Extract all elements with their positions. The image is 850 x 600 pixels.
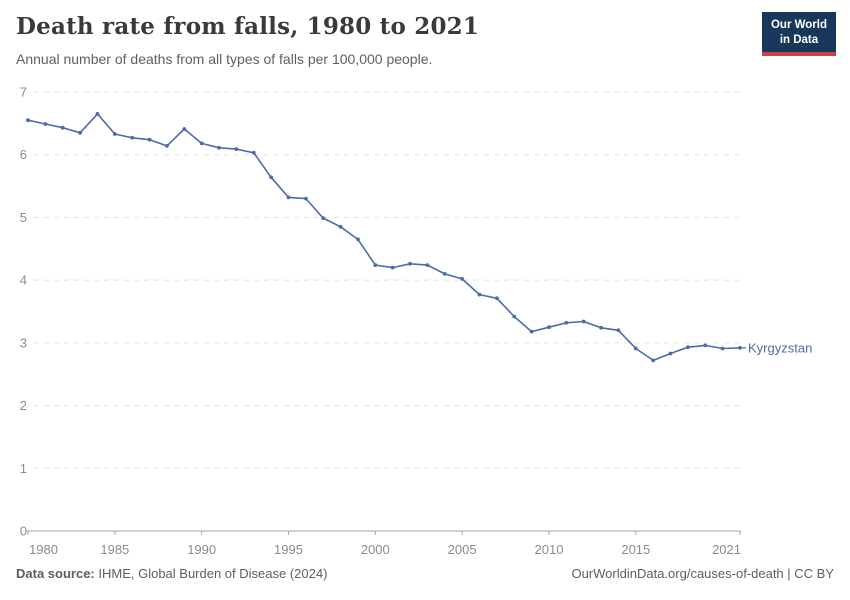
data-point-2017 — [668, 351, 673, 356]
data-point-1989 — [182, 127, 187, 131]
data-point-2021 — [738, 346, 742, 350]
x-tick-label-2021: 2021 — [712, 542, 741, 557]
data-point-2019 — [703, 343, 708, 348]
page-title: Death rate from falls, 1980 to 2021 — [16, 13, 480, 40]
data-point-1988 — [165, 144, 169, 148]
x-tick-label-1990: 1990 — [187, 542, 216, 557]
series-end-label: Kyrgyzstan — [748, 340, 812, 355]
data-source-text: IHME, Global Burden of Disease (2024) — [94, 566, 328, 581]
data-point-1992 — [234, 147, 239, 152]
data-point-2020 — [720, 346, 725, 351]
data-point-1993 — [251, 150, 256, 155]
data-point-2008 — [512, 314, 517, 319]
data-point-2010 — [547, 325, 551, 330]
data-point-1983 — [78, 130, 82, 135]
data-point-1980 — [26, 118, 30, 123]
data-point-1985 — [112, 132, 117, 136]
data-point-2013 — [599, 325, 603, 330]
x-tick-label-2015: 2015 — [621, 542, 650, 557]
x-tick-label-1980: 1980 — [29, 542, 58, 557]
chart-footer: Data source: IHME, Global Burden of Dise… — [16, 566, 834, 581]
data-source: Data source: IHME, Global Burden of Dise… — [16, 566, 327, 581]
data-point-2003 — [425, 263, 430, 267]
data-point-1997 — [321, 216, 326, 221]
data-point-2004 — [442, 272, 447, 276]
data-point-2016 — [651, 358, 656, 363]
data-point-2000 — [373, 263, 378, 267]
x-tick-label-2005: 2005 — [448, 542, 477, 557]
y-tick-label-7: 7 — [20, 85, 27, 100]
data-point-1990 — [199, 141, 204, 146]
data-point-1984 — [95, 112, 100, 116]
y-tick-label-0: 0 — [20, 524, 27, 539]
data-point-1995 — [286, 195, 291, 200]
x-tick-label-2010: 2010 — [535, 542, 564, 557]
owid-logo-line1: Our World — [770, 19, 827, 31]
y-tick-label-4: 4 — [20, 273, 27, 288]
data-point-2011 — [564, 320, 569, 325]
data-point-1982 — [60, 125, 65, 130]
data-point-2012 — [581, 319, 586, 324]
y-tick-label-1: 1 — [20, 461, 27, 476]
data-point-2005 — [460, 277, 464, 281]
owid-logo: Our World in Data — [761, 12, 836, 56]
data-line-kyrgyzstan — [27, 113, 741, 362]
data-point-2006 — [477, 292, 482, 297]
owid-logo-line2: in Data — [779, 33, 819, 46]
data-point-1981 — [43, 122, 48, 126]
data-point-2018 — [686, 345, 690, 350]
x-tick-label-1995: 1995 — [274, 542, 303, 557]
data-point-2002 — [408, 261, 412, 266]
page-subtitle: Annual number of deaths from all types o… — [16, 51, 433, 67]
data-source-label: Data source: — [16, 566, 95, 581]
data-point-1998 — [338, 224, 343, 229]
data-point-1991 — [217, 145, 221, 150]
data-point-1986 — [130, 135, 135, 140]
y-tick-label-5: 5 — [20, 210, 27, 225]
data-point-1996 — [304, 196, 308, 201]
data-point-1994 — [269, 175, 273, 180]
data-point-1987 — [147, 137, 152, 142]
y-tick-label-2: 2 — [20, 398, 27, 413]
data-point-2015 — [633, 346, 638, 351]
data-point-2007 — [495, 296, 499, 301]
x-tick-label-1985: 1985 — [100, 542, 129, 557]
data-point-1999 — [356, 237, 360, 242]
data-point-2001 — [390, 265, 395, 270]
footer-url[interactable]: OurWorldinData.org/causes-of-death | CC … — [571, 566, 834, 581]
data-point-2014 — [616, 328, 621, 333]
x-tick-label-2000: 2000 — [361, 542, 390, 557]
y-tick-label-3: 3 — [20, 335, 27, 350]
y-tick-label-6: 6 — [20, 147, 27, 162]
data-point-2009 — [529, 329, 534, 334]
